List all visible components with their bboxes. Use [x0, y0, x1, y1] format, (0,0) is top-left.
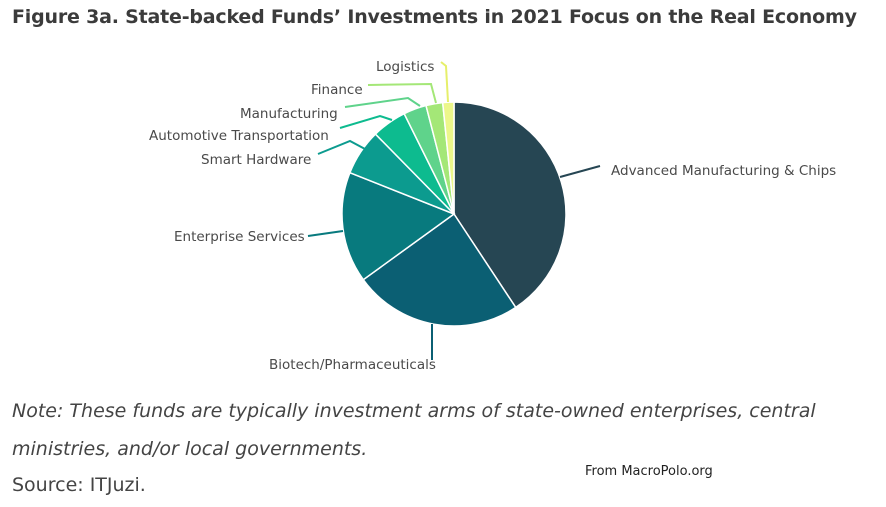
- slice-label-manufacturing: Manufacturing: [240, 106, 338, 122]
- credit-text: From MacroPolo.org: [585, 464, 713, 479]
- chart-title: Figure 3a. State-backed Funds’ Investmen…: [12, 6, 857, 28]
- slice-label-logistics: Logistics: [376, 59, 434, 75]
- leader-lines: [307, 61, 601, 360]
- pie-slice-enterprise-services: [341, 171, 456, 281]
- slice-label-smart-hardware: Smart Hardware: [201, 152, 311, 168]
- leader-line-advanced-manufacturing-chips: [559, 165, 601, 178]
- slice-label-enterprise-services: Enterprise Services: [174, 229, 305, 245]
- chart-note: Note: These funds are typically investme…: [12, 400, 816, 460]
- pie-slices: [341, 101, 567, 327]
- leader-line-enterprise-services: [307, 230, 344, 237]
- slice-label-finance: Finance: [311, 82, 363, 98]
- leader-line-finance: [367, 82, 437, 104]
- pie-slice-biotech-pharmaceuticals: [362, 212, 517, 327]
- pie-slice-logistics: [441, 101, 455, 215]
- slice-labels: Advanced Manufacturing & Chips Biotech/Ph…: [149, 59, 836, 373]
- leader-line-manufacturing: [344, 96, 421, 108]
- leader-line-logistics: [440, 61, 449, 103]
- chart-source: Source: ITJuzi.: [12, 474, 146, 496]
- slice-label-advanced-manufacturing-chips: Advanced Manufacturing & Chips: [611, 163, 836, 179]
- slice-label-automotive-transportation: Automotive Transportation: [149, 128, 329, 144]
- slice-label-biotech-pharmaceuticals: Biotech/Pharmaceuticals: [269, 357, 436, 373]
- leader-line-automotive-transportation: [339, 114, 393, 129]
- pie-chart: Advanced Manufacturing & Chips Biotech/Ph…: [149, 59, 836, 373]
- leader-line-smart-hardware: [317, 139, 366, 155]
